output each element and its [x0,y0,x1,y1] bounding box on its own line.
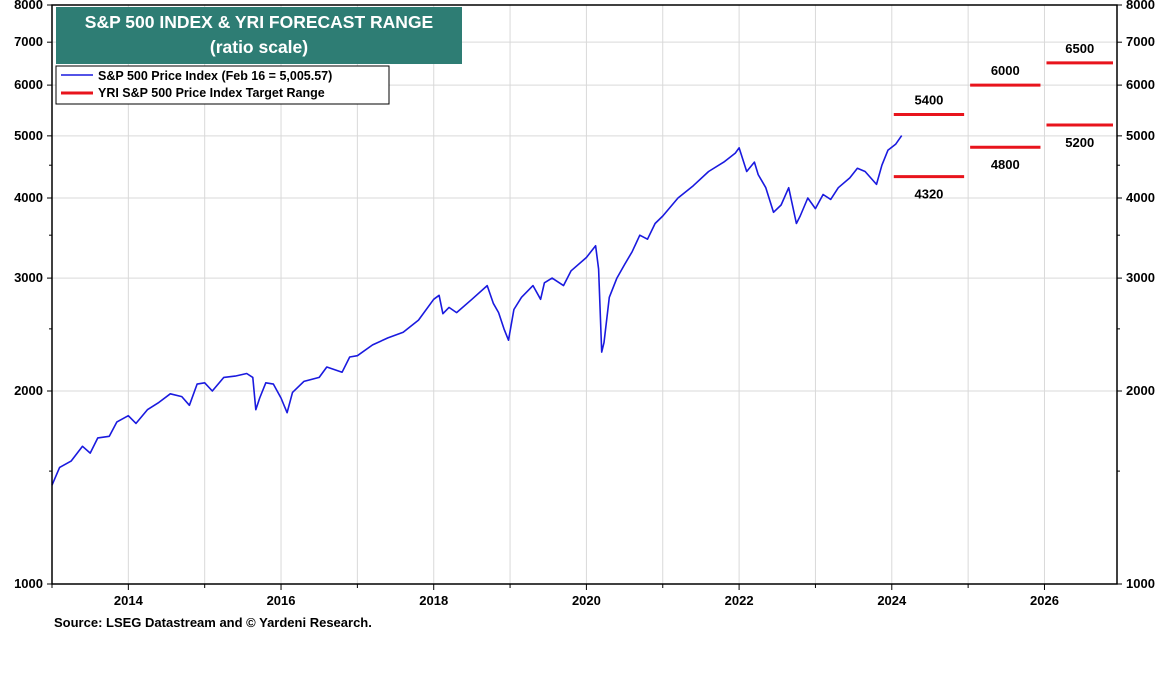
legend-box [55,65,390,105]
legend-label-target: YRI S&P 500 Price Index Target Range [98,86,325,100]
target-low-label: 5200 [1065,135,1094,150]
y-tick-label-right: 1000 [1126,576,1155,591]
source-note: Source: LSEG Datastream and © Yardeni Re… [54,615,372,630]
y-tick-label-right: 8000 [1126,0,1155,12]
y-tick-label-left: 5000 [14,128,43,143]
x-axis: 2014 2016 2018 2020 2022 2024 2026 [51,584,1059,608]
legend: S&P 500 Price Index (Feb 16 = 5,005.57) … [55,65,390,105]
target-range-labels: 5400 4320 6000 4800 6500 5200 [914,41,1094,202]
y-tick-label-left: 6000 [14,77,43,92]
x-tick-label: 2018 [419,593,448,608]
target-high-label: 6500 [1065,41,1094,56]
x-tick-label: 2014 [114,593,144,608]
x-tick-label: 2026 [1030,593,1059,608]
x-tick-label: 2016 [267,593,296,608]
y-axis-left: 1000 2000 3000 4000 5000 6000 7000 8000 [14,0,52,591]
target-low-label: 4800 [991,157,1020,172]
target-high-label: 6000 [991,63,1020,78]
y-tick-label-right: 2000 [1126,383,1155,398]
y-tick-label-left: 3000 [14,270,43,285]
y-tick-label-left: 8000 [14,0,43,12]
sp500-series-line [51,135,903,486]
x-tick-label: 2020 [572,593,601,608]
legend-label-series: S&P 500 Price Index (Feb 16 = 5,005.57) [98,69,332,83]
y-axis-right: 1000 2000 3000 4000 5000 6000 7000 8000 [1117,0,1155,591]
x-tick-label: 2022 [725,593,754,608]
chart-subtitle: (ratio scale) [209,37,309,57]
y-tick-label-right: 7000 [1126,34,1155,49]
y-tick-label-left: 1000 [14,576,43,591]
y-tick-label-right: 5000 [1126,128,1155,143]
plot-frame [51,4,1118,585]
target-high-label: 5400 [914,92,943,107]
y-tick-label-right: 6000 [1126,77,1155,92]
y-tick-label-left: 7000 [14,34,43,49]
y-tick-label-right: 3000 [1126,270,1155,285]
y-tick-label-left: 2000 [14,383,43,398]
x-tick-label: 2024 [877,593,907,608]
chart-title-box: S&P 500 INDEX & YRI FORECAST RANGE (rati… [56,7,462,64]
chart-title: S&P 500 INDEX & YRI FORECAST RANGE [84,12,434,32]
y-tick-label-right: 4000 [1126,190,1155,205]
y-tick-label-left: 4000 [14,190,43,205]
target-range-lines [893,61,1113,179]
target-low-label: 4320 [914,187,943,202]
